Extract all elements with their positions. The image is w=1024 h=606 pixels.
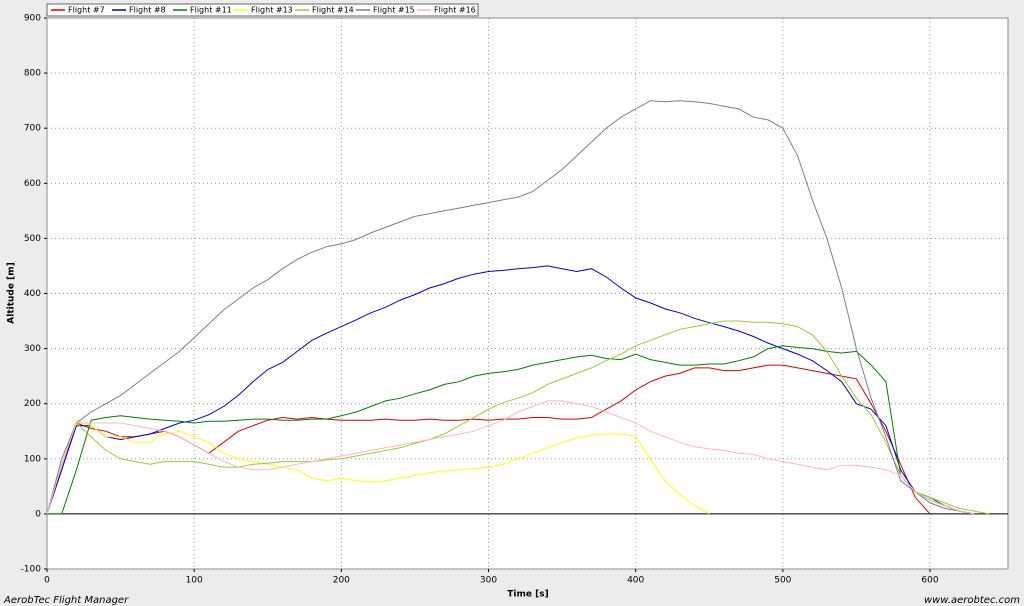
legend-box	[46, 3, 479, 17]
legend-label: Flight #15	[373, 6, 415, 15]
y-tick-label: 500	[24, 234, 41, 244]
legend-label: Flight #14	[312, 6, 354, 15]
x-tick-label: 300	[480, 576, 497, 586]
legend-label: Flight #7	[68, 6, 105, 15]
x-tick-label: 500	[774, 576, 791, 586]
y-tick-label: 400	[24, 289, 41, 299]
y-tick-label: -100	[21, 565, 42, 575]
footer-left: AerobTec Flight Manager	[3, 595, 129, 606]
y-tick-label: 900	[24, 14, 41, 24]
x-tick-label: 100	[186, 576, 203, 586]
x-tick-label: 200	[333, 576, 350, 586]
legend-label: Flight #16	[434, 6, 476, 15]
y-tick-label: 700	[24, 124, 41, 134]
y-tick-label: 0	[35, 509, 41, 519]
y-tick-label: 200	[24, 399, 41, 409]
series-line	[46, 419, 710, 515]
y-tick-label: 600	[24, 179, 41, 189]
legend-label: Flight #8	[129, 6, 166, 15]
legend-label: Flight #11	[190, 6, 232, 15]
x-tick-label: 400	[627, 576, 644, 586]
y-tick-label: 300	[24, 344, 41, 354]
series-line	[46, 265, 975, 515]
series-line	[47, 345, 975, 515]
x-axis-label: Time [s]	[507, 590, 548, 600]
x-tick-label: 600	[921, 576, 938, 586]
series-line	[46, 100, 975, 515]
legend-label: Flight #13	[251, 6, 293, 15]
series-line	[46, 320, 989, 515]
y-tick-label: 100	[24, 454, 41, 464]
series-line	[46, 400, 975, 515]
footer-right: www.aerobtec.com	[924, 595, 1020, 606]
x-tick-label: 0	[44, 576, 50, 586]
y-axis-label: Altitude [m]	[7, 262, 17, 323]
y-tick-label: 800	[24, 69, 41, 79]
